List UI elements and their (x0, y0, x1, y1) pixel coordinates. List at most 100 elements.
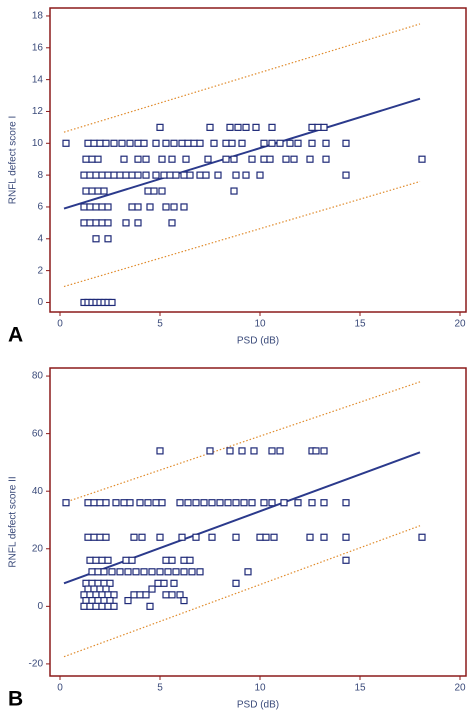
y-tick-label: 8 (37, 170, 43, 181)
point (86, 203, 94, 211)
point (94, 568, 102, 576)
point (184, 499, 192, 507)
point (248, 155, 256, 163)
point (320, 533, 328, 541)
point (136, 499, 144, 507)
point (86, 219, 94, 227)
point (98, 203, 106, 211)
point (222, 155, 230, 163)
y-tick-label: 0 (37, 297, 43, 308)
point (192, 533, 200, 541)
point (262, 533, 270, 541)
point (94, 187, 102, 195)
point (240, 499, 248, 507)
point (104, 556, 112, 564)
point (104, 219, 112, 227)
point (178, 533, 186, 541)
point (234, 123, 242, 131)
point (96, 533, 104, 541)
point (184, 139, 192, 147)
y-tick-label: 20 (32, 543, 44, 554)
fit-line (63, 180, 421, 288)
point (86, 591, 94, 599)
point (100, 596, 108, 605)
point (166, 171, 174, 179)
point (140, 568, 148, 576)
point (260, 499, 268, 507)
point (168, 591, 176, 599)
point (90, 533, 98, 541)
point (84, 585, 92, 593)
point (90, 139, 98, 147)
x-tick-label: 0 (57, 319, 63, 330)
point (92, 235, 100, 243)
point (196, 171, 204, 179)
point (96, 139, 104, 147)
point (132, 568, 140, 576)
point (418, 155, 426, 163)
point (102, 585, 110, 593)
point (156, 447, 164, 455)
point (268, 447, 276, 455)
point (168, 556, 176, 564)
y-tick-label: -20 (29, 659, 44, 670)
point (102, 533, 110, 541)
point (244, 568, 252, 576)
fit-line (63, 97, 421, 210)
point (162, 556, 170, 564)
point (308, 123, 316, 131)
x-tick-label: 15 (354, 683, 366, 694)
point (88, 187, 96, 195)
point (88, 568, 96, 576)
point (156, 533, 164, 541)
point (154, 579, 162, 587)
point (308, 139, 316, 147)
point (290, 155, 298, 163)
point (128, 203, 136, 211)
point (168, 219, 176, 227)
point (110, 139, 118, 147)
point (188, 568, 196, 576)
point (130, 533, 138, 541)
point (224, 499, 232, 507)
x-tick-label: 10 (254, 319, 266, 330)
point (120, 499, 128, 507)
point (260, 155, 268, 163)
y-tick-label: 6 (37, 202, 43, 213)
point (158, 155, 166, 163)
point (180, 568, 188, 576)
point (80, 203, 88, 211)
point (226, 123, 234, 131)
point (104, 591, 112, 599)
point (128, 556, 136, 564)
point (306, 155, 314, 163)
point (124, 568, 132, 576)
point (94, 596, 102, 605)
y-axis-label: RNFL defect score II (8, 476, 19, 567)
x-tick-label: 5 (157, 683, 163, 694)
point (80, 171, 88, 179)
point (82, 579, 90, 587)
point (152, 499, 160, 507)
point (294, 139, 302, 147)
point (128, 171, 136, 179)
point (110, 602, 118, 610)
point (122, 219, 130, 227)
point (100, 568, 108, 576)
point (92, 591, 100, 599)
point (146, 203, 154, 211)
point (342, 171, 350, 179)
point (276, 447, 284, 455)
x-tick-label: 20 (454, 319, 466, 330)
point (88, 579, 96, 587)
point (180, 556, 188, 564)
point (206, 123, 214, 131)
point (232, 579, 240, 587)
y-tick-label: 80 (32, 371, 44, 382)
point (204, 155, 212, 163)
x-axis-label: PSD (dB) (237, 700, 279, 711)
point (168, 155, 176, 163)
point (242, 171, 250, 179)
point (186, 556, 194, 564)
